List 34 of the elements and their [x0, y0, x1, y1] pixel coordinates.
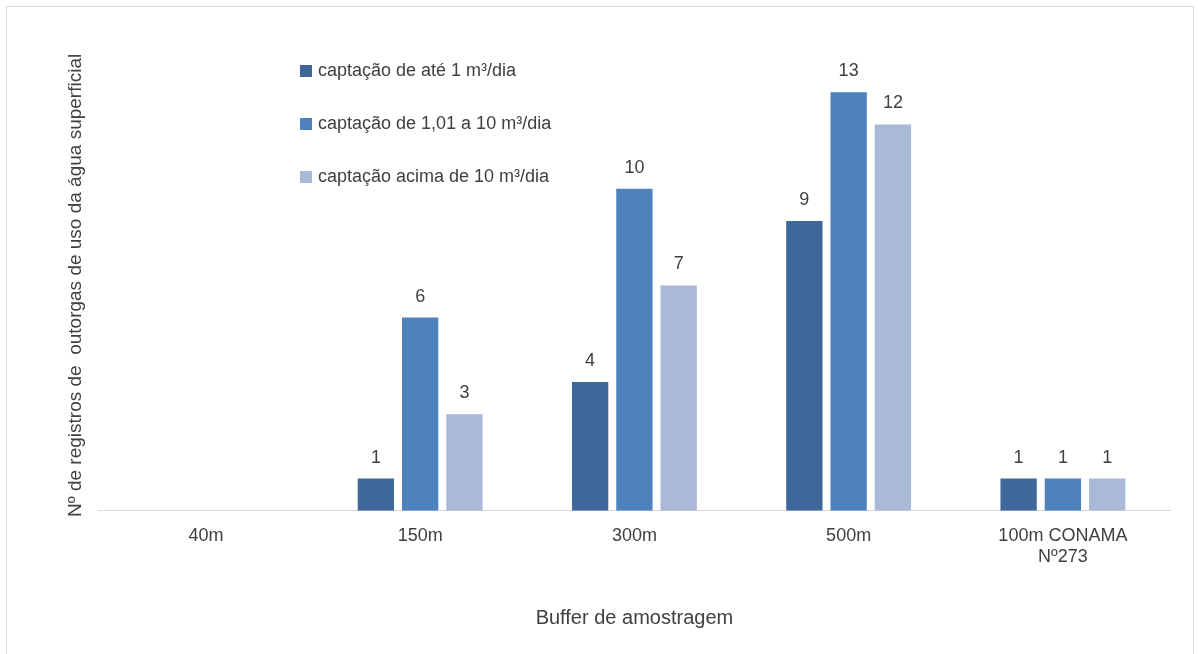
- data-label: 1: [1057, 446, 1068, 467]
- bar: [402, 317, 439, 511]
- data-label: 3: [459, 382, 470, 403]
- data-label: 1: [1013, 446, 1024, 467]
- x-tick-label: 150m: [397, 524, 443, 545]
- bar: [1044, 478, 1082, 511]
- legend-label: captação acima de 10 m³/dia: [318, 166, 550, 187]
- x-tick-label: 40m: [188, 524, 224, 545]
- data-label: 4: [585, 349, 596, 370]
- bar: [1089, 478, 1126, 511]
- data-label: 6: [415, 285, 426, 306]
- data-label: 1: [1102, 446, 1113, 467]
- bar: [1000, 478, 1037, 511]
- x-axis-title: Buffer de amostragem: [535, 605, 734, 628]
- bar: [660, 285, 697, 511]
- data-label: 10: [624, 156, 645, 177]
- data-label: 12: [882, 92, 903, 113]
- x-tick-label: 500m: [826, 524, 872, 545]
- legend-label: captação de até 1 m³/dia: [318, 60, 517, 81]
- data-label: 1: [370, 446, 381, 467]
- bar: [357, 478, 395, 511]
- bar: [571, 382, 609, 511]
- x-tick-label: 300m: [611, 524, 657, 545]
- bar: [616, 188, 653, 511]
- bar: [874, 124, 912, 511]
- y-axis-title: Nº de registros de outorgas de uso da água superficial: [63, 53, 85, 518]
- data-label: 7: [673, 253, 684, 274]
- data-label: 13: [838, 60, 859, 81]
- bar: [830, 92, 867, 511]
- bar: [786, 221, 823, 511]
- x-tick-label: 100m CONAMA Nº273: [998, 524, 1128, 567]
- bar: [446, 414, 483, 511]
- data-label: 9: [799, 188, 810, 209]
- legend-label: captação de 1,01 a 10 m³/dia: [318, 113, 552, 134]
